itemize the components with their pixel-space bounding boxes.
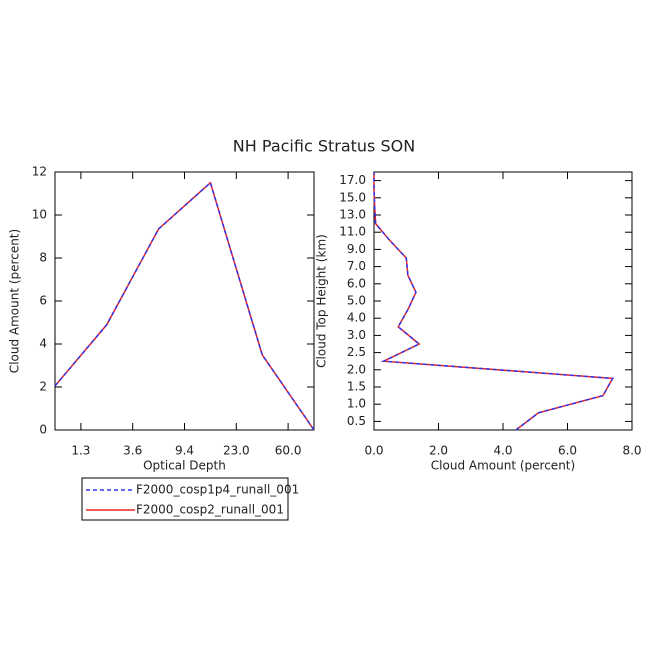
- y-axis-label: Cloud Top Height (km): [315, 234, 329, 368]
- x-tick-label: 2.0: [429, 444, 448, 458]
- legend-label: F2000_cosp1p4_runall_001: [136, 483, 299, 497]
- x-tick-label: 3.6: [123, 444, 142, 458]
- y-tick-label: 7.0: [347, 259, 366, 273]
- legend-label: F2000_cosp2_runall_001: [136, 503, 284, 517]
- y-tick-label: 1.5: [347, 380, 366, 394]
- series-line: [373, 172, 614, 431]
- y-tick-label: 2.0: [347, 362, 366, 376]
- x-axis-label: Cloud Amount (percent): [431, 459, 575, 473]
- y-tick-label: 17.0: [339, 173, 366, 187]
- x-tick-label: 0.0: [364, 444, 383, 458]
- x-tick-label: 1.3: [71, 444, 90, 458]
- y-tick-label: 1.0: [347, 397, 366, 411]
- y-tick-label: 0: [39, 423, 47, 437]
- y-tick-label: 9.0: [347, 242, 366, 256]
- x-tick-label: 8.0: [622, 444, 641, 458]
- series-line: [373, 172, 614, 431]
- series-line: [54, 181, 315, 431]
- x-tick-label: 23.0: [223, 444, 250, 458]
- x-tick-label: 6.0: [558, 444, 577, 458]
- y-tick-label: 4.0: [347, 311, 366, 325]
- y-tick-label: 2: [39, 380, 47, 394]
- y-tick-label: 12: [32, 165, 47, 179]
- y-tick-label: 11.0: [339, 225, 366, 239]
- chart-title: NH Pacific Stratus SON: [233, 137, 415, 156]
- y-tick-label: 0.5: [347, 414, 366, 428]
- y-axis-label: Cloud Amount (percent): [8, 229, 22, 373]
- y-tick-label: 4: [39, 337, 47, 351]
- y-tick-label: 3.0: [347, 328, 366, 342]
- y-tick-label: 15.0: [339, 190, 366, 204]
- x-tick-label: 4.0: [493, 444, 512, 458]
- plot-frame: [54, 171, 315, 431]
- x-tick-label: 9.4: [175, 444, 194, 458]
- y-tick-label: 5.0: [347, 294, 366, 308]
- y-tick-label: 8: [39, 251, 47, 265]
- series-line: [54, 181, 315, 431]
- y-tick-label: 6: [39, 294, 47, 308]
- y-tick-label: 10: [32, 208, 47, 222]
- x-tick-label: 60.0: [275, 444, 302, 458]
- y-tick-label: 6.0: [347, 276, 366, 290]
- y-tick-label: 2.5: [347, 345, 366, 359]
- legend: [81, 477, 289, 521]
- y-tick-label: 13.0: [339, 208, 366, 222]
- x-axis-label: Optical Depth: [143, 459, 226, 473]
